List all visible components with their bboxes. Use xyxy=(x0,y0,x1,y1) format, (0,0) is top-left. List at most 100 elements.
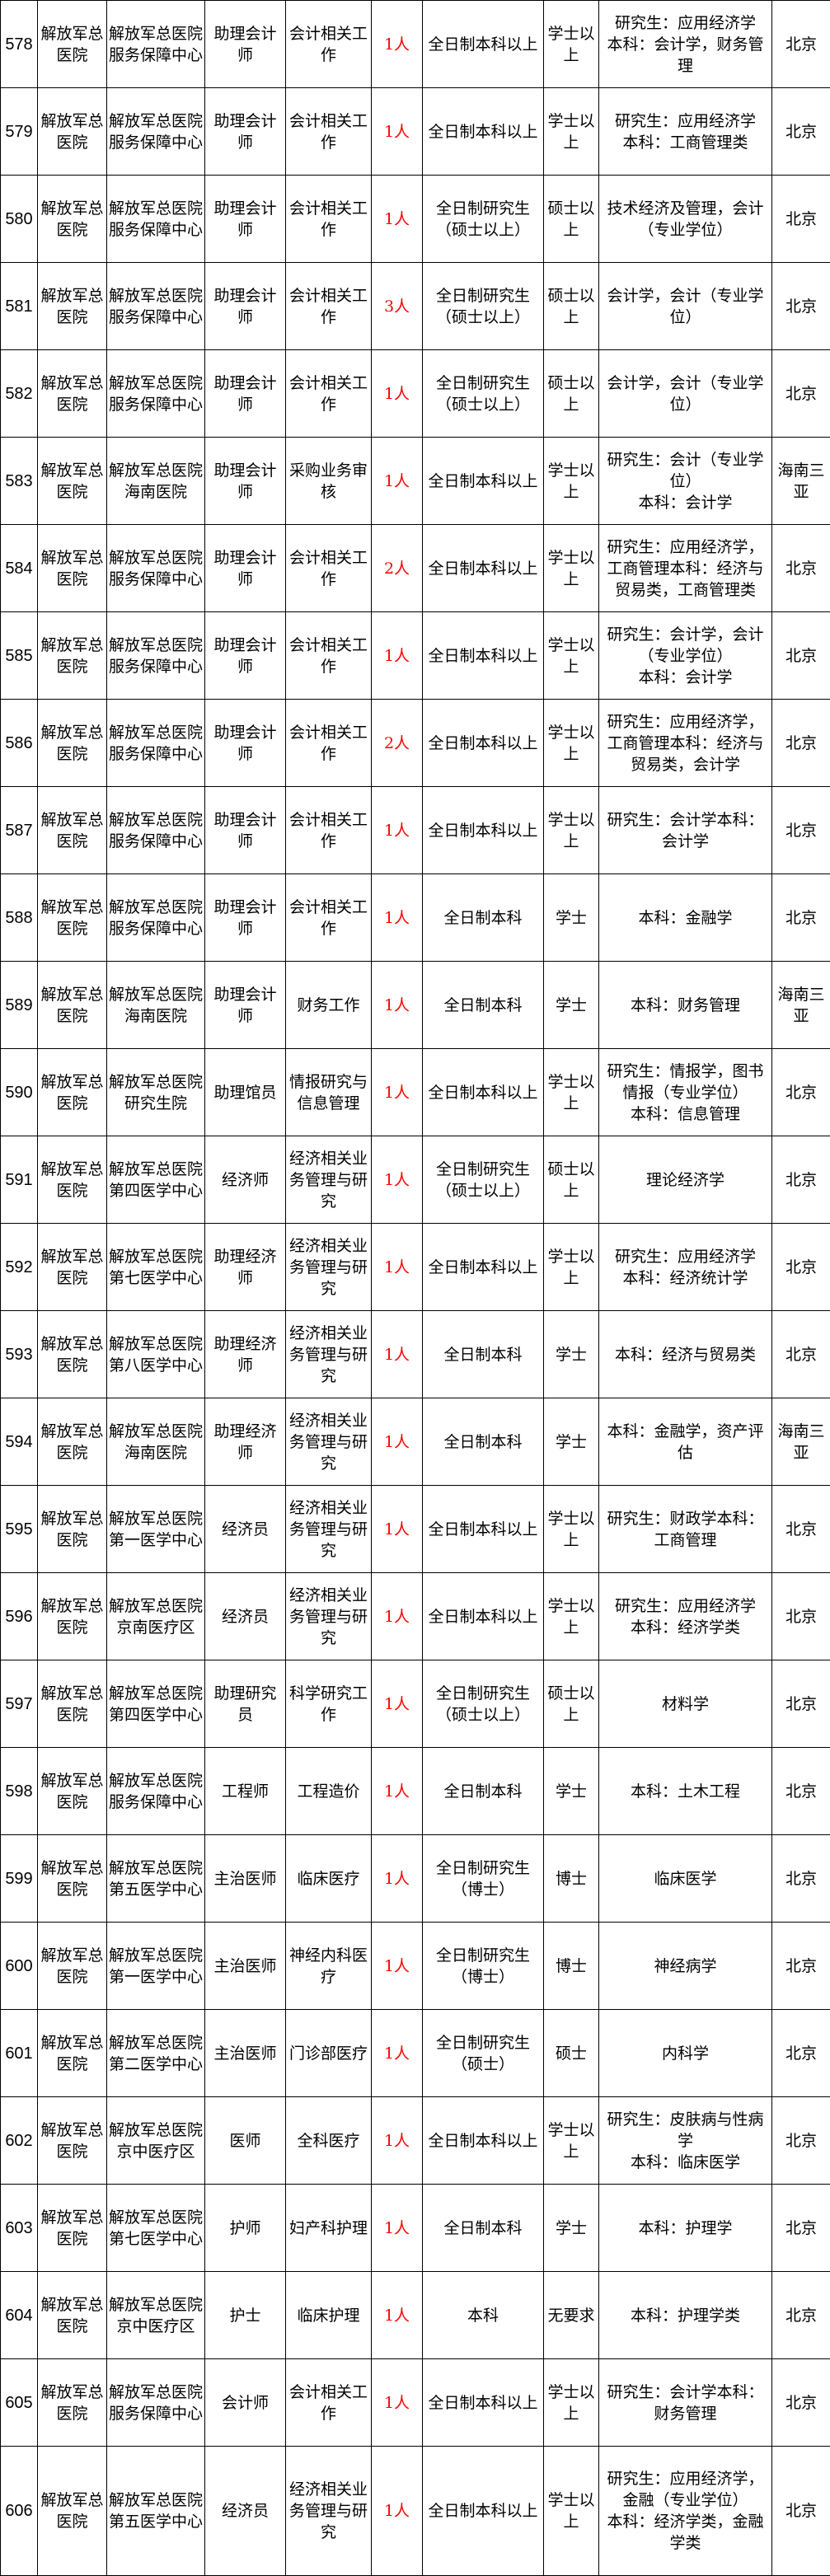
organization-cell: 解放军总医院 xyxy=(38,1,107,88)
education-cell: 全日制研究生（硕士以上） xyxy=(423,263,544,350)
education-cell: 全日制本科 xyxy=(423,1398,544,1486)
major-cell: 研究生：应用经济学，工商管理本科：经济与贸易类，工商管理类 xyxy=(599,525,772,612)
duty-cell: 临床护理 xyxy=(286,2272,372,2359)
row-number: 589 xyxy=(1,962,38,1049)
duty-cell: 情报研究与信息管理 xyxy=(286,1049,372,1136)
position-cell: 工程师 xyxy=(205,1748,286,1835)
organization-cell: 解放军总医院 xyxy=(38,2185,107,2272)
row-number: 593 xyxy=(1,1311,38,1398)
duty-cell: 临床医疗 xyxy=(286,1835,372,1923)
duty-cell: 科学研究工作 xyxy=(286,1660,372,1748)
organization-cell: 解放军总医院 xyxy=(38,874,107,962)
organization-cell: 解放军总医院 xyxy=(38,88,107,176)
location-cell: 北京 xyxy=(772,1660,830,1748)
position-cell: 助理会计师 xyxy=(205,350,286,438)
headcount-cell: 1人 xyxy=(372,962,423,1049)
organization-cell: 解放军总医院 xyxy=(38,1486,107,1573)
major-cell: 研究生：会计学本科：财务管理 xyxy=(599,2359,772,2447)
row-number: 590 xyxy=(1,1049,38,1136)
degree-cell: 学士以上 xyxy=(544,1049,599,1136)
major-cell: 技术经济及管理，会计（专业学位） xyxy=(599,176,772,263)
headcount-cell: 1人 xyxy=(372,2097,423,2185)
education-cell: 全日制研究生（博士） xyxy=(423,1923,544,2010)
headcount-cell: 1人 xyxy=(372,787,423,874)
organization-cell: 解放军总医院 xyxy=(38,350,107,438)
duty-cell: 经济相关业务管理与研究 xyxy=(286,1224,372,1311)
major-cell: 研究生：应用经济学，金融（专业学位） 本科：经济学类，金融学类 xyxy=(599,2447,772,2576)
degree-cell: 无要求 xyxy=(544,2272,599,2359)
organization-cell: 解放军总医院 xyxy=(38,1224,107,1311)
duty-cell: 工程造价 xyxy=(286,1748,372,1835)
row-number: 602 xyxy=(1,2097,38,2185)
headcount-cell: 1人 xyxy=(372,1311,423,1398)
location-cell: 北京 xyxy=(772,1835,830,1923)
major-cell: 研究生：应用经济学 本科：经济学类 xyxy=(599,1573,772,1660)
education-cell: 全日制本科以上 xyxy=(423,1573,544,1660)
department-cell: 解放军总医院第五医学中心 xyxy=(107,2447,205,2576)
duty-cell: 会计相关工作 xyxy=(286,2359,372,2447)
position-cell: 会计师 xyxy=(205,2359,286,2447)
education-cell: 全日制本科 xyxy=(423,962,544,1049)
row-number: 583 xyxy=(1,438,38,525)
location-cell: 北京 xyxy=(772,2272,830,2359)
education-cell: 全日制本科以上 xyxy=(423,612,544,700)
major-cell: 研究生：会计学，会计（专业学位） 本科：会计学 xyxy=(599,612,772,700)
department-cell: 解放军总医院海南医院 xyxy=(107,438,205,525)
major-cell: 本科：金融学，资产评估 xyxy=(599,1398,772,1486)
degree-cell: 学士以上 xyxy=(544,525,599,612)
department-cell: 解放军总医院服务保障中心 xyxy=(107,2359,205,2447)
headcount-cell: 1人 xyxy=(372,1398,423,1486)
location-cell: 北京 xyxy=(772,1573,830,1660)
duty-cell: 财务工作 xyxy=(286,962,372,1049)
department-cell: 解放军总医院第一医学中心 xyxy=(107,1923,205,2010)
position-cell: 助理会计师 xyxy=(205,88,286,176)
position-cell: 助理会计师 xyxy=(205,438,286,525)
department-cell: 解放军总医院服务保障中心 xyxy=(107,1748,205,1835)
row-number: 596 xyxy=(1,1573,38,1660)
major-cell: 本科：护理学类 xyxy=(599,2272,772,2359)
row-number: 599 xyxy=(1,1835,38,1923)
row-number: 579 xyxy=(1,88,38,176)
department-cell: 解放军总医院第七医学中心 xyxy=(107,1224,205,1311)
headcount-cell: 1人 xyxy=(372,2010,423,2097)
education-cell: 全日制本科以上 xyxy=(423,1486,544,1573)
duty-cell: 门诊部医疗 xyxy=(286,2010,372,2097)
position-cell: 助理会计师 xyxy=(205,525,286,612)
education-cell: 全日制本科以上 xyxy=(423,1049,544,1136)
department-cell: 解放军总医院京中医疗区 xyxy=(107,2272,205,2359)
position-cell: 经济员 xyxy=(205,2447,286,2576)
major-cell: 本科：财务管理 xyxy=(599,962,772,1049)
degree-cell: 学士以上 xyxy=(544,2359,599,2447)
position-cell: 医师 xyxy=(205,2097,286,2185)
headcount-cell: 1人 xyxy=(372,1660,423,1748)
location-cell: 北京 xyxy=(772,2359,830,2447)
location-cell: 北京 xyxy=(772,2010,830,2097)
department-cell: 解放军总医院服务保障中心 xyxy=(107,612,205,700)
position-cell: 主治医师 xyxy=(205,1923,286,2010)
major-cell: 研究生：会计学本科：会计学 xyxy=(599,787,772,874)
headcount-cell: 1人 xyxy=(372,1,423,88)
degree-cell: 学士 xyxy=(544,2185,599,2272)
location-cell: 北京 xyxy=(772,1486,830,1573)
headcount-cell: 1人 xyxy=(372,2447,423,2576)
duty-cell: 会计相关工作 xyxy=(286,874,372,962)
department-cell: 解放军总医院第七医学中心 xyxy=(107,2185,205,2272)
row-number: 604 xyxy=(1,2272,38,2359)
duty-cell: 会计相关工作 xyxy=(286,525,372,612)
headcount-cell: 1人 xyxy=(372,1224,423,1311)
major-cell: 本科：金融学 xyxy=(599,874,772,962)
degree-cell: 博士 xyxy=(544,1923,599,2010)
headcount-cell: 1人 xyxy=(372,1835,423,1923)
position-cell: 助理经济师 xyxy=(205,1224,286,1311)
degree-cell: 学士以上 xyxy=(544,1,599,88)
row-number: 606 xyxy=(1,2447,38,2576)
